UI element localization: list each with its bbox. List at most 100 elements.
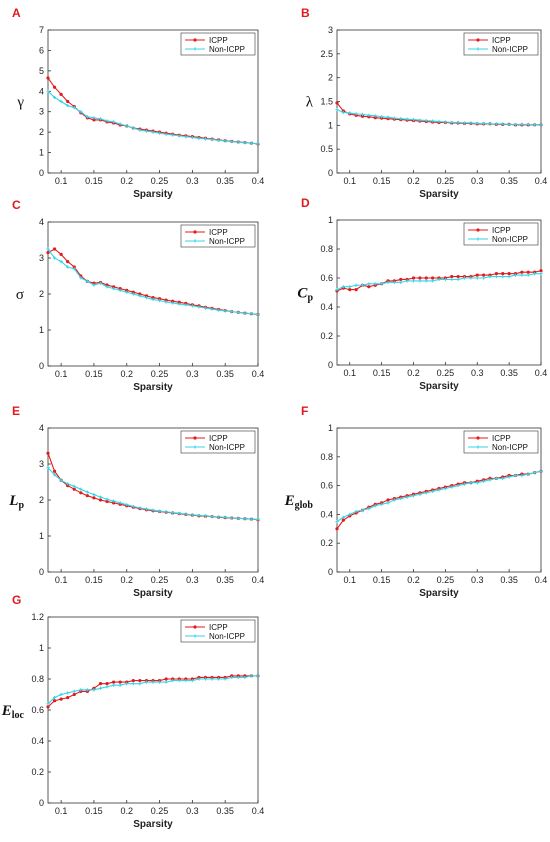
data-point-icpp (144, 294, 149, 298)
legend-label: Non-ICPP (492, 443, 528, 452)
data-point-non-icpp (112, 499, 116, 503)
data-point-non-icpp (380, 115, 384, 119)
y-tick-label: 0.2 (320, 538, 333, 548)
data-point-non-icpp (475, 276, 479, 280)
data-point-non-icpp (488, 274, 492, 279)
data-point-non-icpp (348, 285, 352, 289)
data-point-non-icpp (217, 308, 221, 312)
data-point-non-icpp (177, 134, 181, 138)
x-tick-label: 0.3 (471, 368, 484, 378)
x-tick-label: 0.25 (437, 368, 455, 378)
data-point-non-icpp (190, 678, 194, 683)
y-tick-label: 4 (39, 217, 44, 227)
data-point-non-icpp (92, 116, 96, 120)
x-axis-label: Sparsity (419, 588, 459, 599)
y-tick-label: 0.4 (320, 509, 333, 519)
data-point-non-icpp (373, 504, 377, 508)
data-point-non-icpp (469, 121, 473, 125)
data-point-non-icpp (66, 103, 70, 108)
x-tick-label: 0.2 (120, 575, 133, 585)
legend-marker (476, 237, 480, 241)
y-axis-label: Eglob (284, 493, 314, 511)
data-point-non-icpp (533, 471, 537, 475)
data-point-non-icpp (469, 276, 473, 280)
y-tick-label: 0.6 (31, 705, 44, 715)
y-tick-label: 0.6 (320, 273, 333, 283)
panel-label: G (12, 593, 21, 607)
x-tick-label: 0.35 (216, 369, 234, 379)
data-point-non-icpp (46, 89, 50, 93)
x-tick-label: 0.15 (373, 368, 391, 378)
data-point-icpp (475, 273, 479, 277)
data-point-non-icpp (230, 139, 234, 144)
data-point-non-icpp (380, 282, 384, 286)
data-point-non-icpp (157, 680, 162, 684)
data-point-non-icpp (105, 119, 109, 123)
data-point-non-icpp (151, 680, 155, 684)
legend-label: ICPP (209, 228, 228, 237)
data-point-non-icpp (236, 310, 240, 314)
data-point-non-icpp (118, 288, 122, 292)
data-point-non-icpp (456, 120, 460, 125)
x-tick-label: 0.2 (120, 369, 133, 379)
data-point-non-icpp (443, 120, 447, 124)
y-tick-label: 3 (328, 25, 333, 35)
legend-marker (476, 436, 480, 440)
data-point-icpp (526, 270, 530, 274)
data-point-icpp (335, 527, 339, 531)
x-tick-label: 0.15 (373, 176, 391, 186)
data-point-icpp (72, 265, 76, 269)
data-point-non-icpp (373, 282, 377, 286)
x-tick-label: 0.1 (343, 176, 356, 186)
x-tick-label: 0.3 (186, 575, 199, 585)
data-point-non-icpp (431, 119, 435, 123)
data-point-non-icpp (230, 310, 234, 314)
y-axis-label: Lp (8, 493, 24, 511)
y-tick-label: 0.5 (320, 144, 333, 154)
data-point-non-icpp (399, 496, 403, 501)
data-point-non-icpp (437, 488, 441, 492)
y-tick-label: 0 (328, 567, 333, 577)
data-point-non-icpp (450, 485, 454, 489)
data-point-non-icpp (341, 285, 345, 289)
y-tick-label: 4 (39, 86, 44, 96)
data-point-non-icpp (335, 520, 339, 524)
data-point-non-icpp (399, 117, 403, 121)
legend-marker (476, 228, 480, 232)
data-point-non-icpp (373, 114, 377, 118)
data-point-non-icpp (92, 283, 96, 287)
data-point-icpp (52, 469, 57, 473)
data-point-icpp (112, 680, 116, 684)
data-point-non-icpp (79, 688, 83, 692)
x-tick-label: 0.4 (252, 369, 265, 379)
data-point-non-icpp (157, 509, 162, 513)
data-point-non-icpp (157, 298, 162, 303)
data-point-non-icpp (249, 517, 254, 521)
data-point-icpp (539, 269, 543, 273)
legend-label: Non-ICPP (492, 45, 528, 54)
data-point-non-icpp (125, 124, 129, 128)
data-point-icpp (98, 682, 103, 686)
x-tick-label: 0.25 (151, 176, 169, 186)
x-tick-label: 0.1 (55, 176, 68, 186)
y-tick-label: 6 (39, 45, 44, 55)
data-point-non-icpp (243, 311, 247, 315)
data-point-non-icpp (144, 296, 149, 300)
data-point-non-icpp (443, 486, 447, 491)
legend-marker (193, 625, 197, 629)
data-point-non-icpp (392, 280, 396, 284)
data-point-non-icpp (131, 292, 135, 296)
y-axis-label: γ (16, 95, 24, 111)
data-point-non-icpp (217, 138, 221, 142)
x-tick-label: 0.15 (85, 176, 103, 186)
data-point-non-icpp (72, 689, 76, 693)
data-point-non-icpp (98, 281, 103, 285)
data-point-non-icpp (418, 118, 422, 122)
y-tick-label: 0.4 (31, 736, 44, 746)
legend-marker (193, 38, 197, 42)
x-axis-label: Sparsity (419, 381, 459, 392)
data-point-non-icpp (164, 132, 168, 136)
x-tick-label: 0.35 (500, 368, 518, 378)
data-point-non-icpp (507, 475, 511, 479)
